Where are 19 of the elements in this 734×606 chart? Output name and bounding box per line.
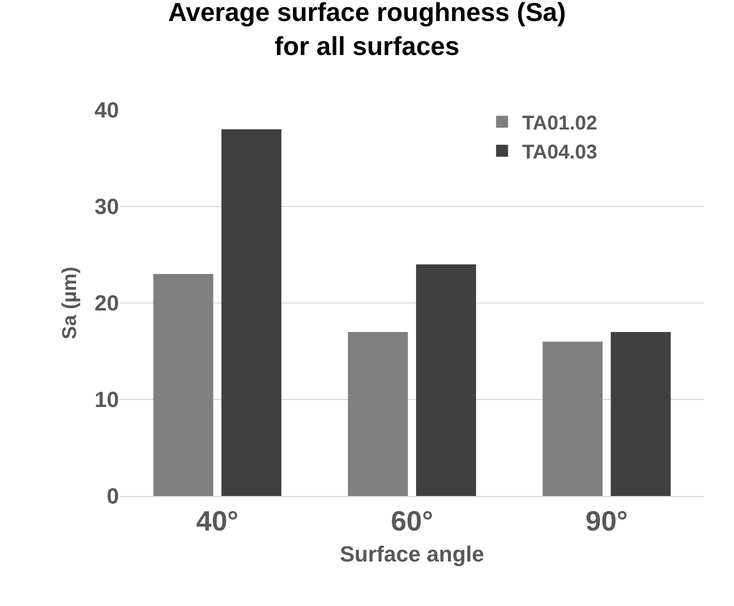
legend-label: TA04.03	[522, 142, 598, 164]
bar	[221, 129, 282, 496]
y-tick-label: 20	[94, 290, 119, 316]
x-tick-label: 90°	[586, 506, 628, 537]
bar	[153, 274, 214, 496]
bar	[542, 342, 603, 496]
chart-title: Average surface roughness (Sa) for all surfaces	[168, 0, 566, 62]
y-tick-label: 0	[106, 484, 119, 509]
y-tick-label: 40	[94, 98, 119, 123]
y-tick-label: 10	[94, 387, 119, 412]
y-axis-title: Sa (µm)	[59, 266, 82, 340]
y-tick-label: 30	[94, 194, 119, 220]
x-tick-label: 60°	[390, 506, 434, 537]
legend-label: TA01.02	[522, 112, 598, 135]
bar	[416, 264, 476, 496]
bar	[348, 332, 408, 496]
x-tick-label: 40°	[196, 506, 238, 537]
x-axis-title: Surface angle	[340, 542, 484, 566]
bar	[610, 332, 671, 496]
